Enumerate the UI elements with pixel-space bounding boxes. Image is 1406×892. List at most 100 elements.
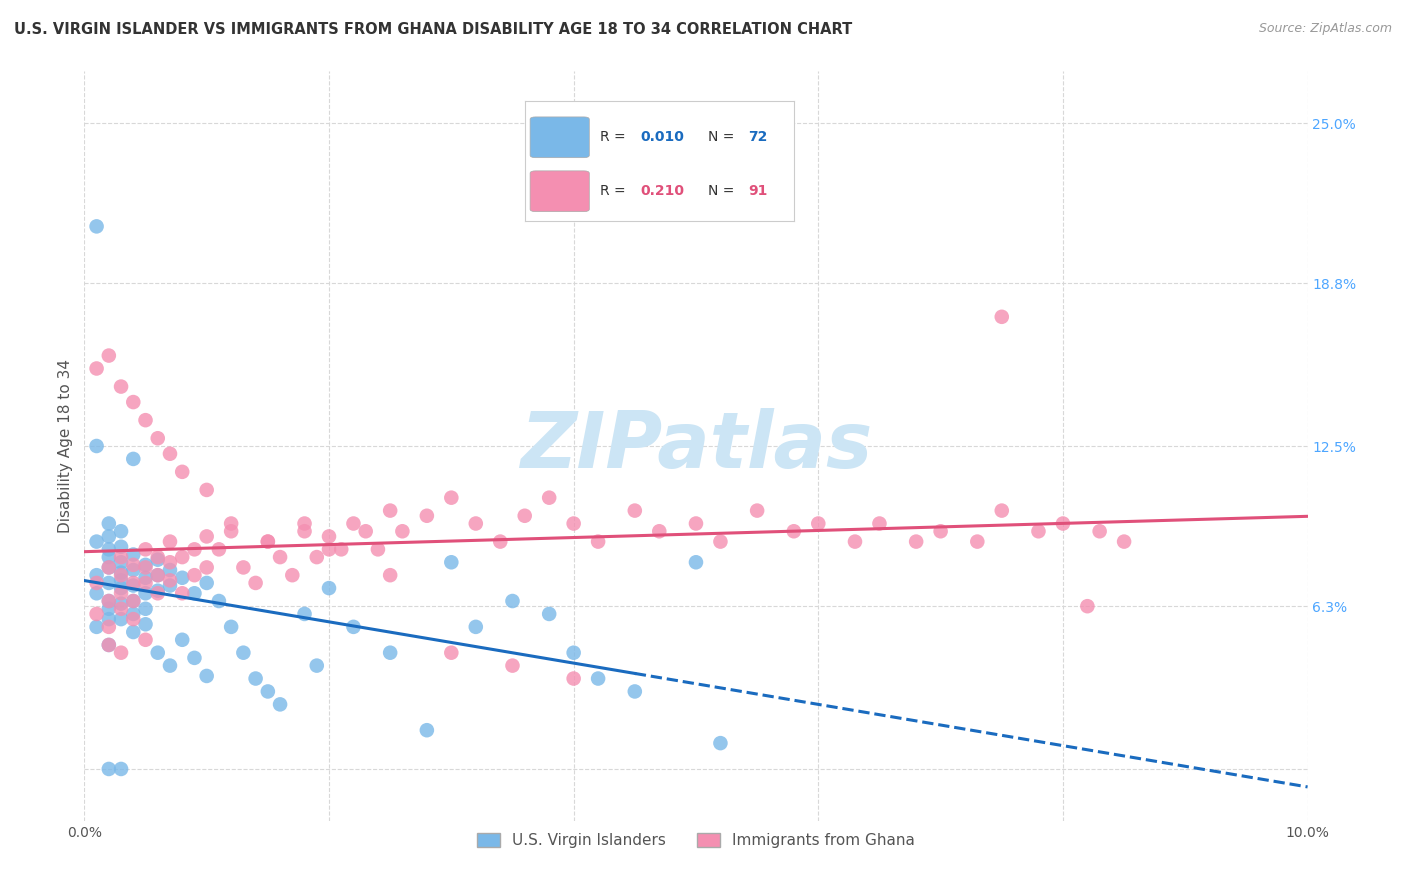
Point: [991, 503, 1014, 517]
Point: [86, 586, 108, 600]
Point: [86, 620, 108, 634]
Point: [110, 646, 132, 660]
Point: [135, 601, 157, 615]
Point: [905, 534, 928, 549]
Point: [709, 534, 731, 549]
Point: [159, 574, 181, 588]
Text: ZIPatlas: ZIPatlas: [520, 408, 872, 484]
Point: [416, 508, 439, 523]
Point: [122, 594, 145, 608]
Point: [354, 524, 377, 539]
Point: [97, 612, 120, 626]
Point: [110, 550, 132, 565]
Point: [318, 542, 340, 557]
Point: [219, 516, 242, 531]
Point: [391, 524, 413, 539]
Point: [172, 586, 194, 600]
Point: [135, 576, 157, 591]
Point: [110, 540, 132, 554]
Point: [122, 558, 145, 572]
Point: [110, 566, 132, 580]
Point: [122, 548, 145, 562]
Point: [183, 542, 205, 557]
Point: [844, 534, 866, 549]
Point: [380, 503, 402, 517]
Point: [685, 555, 707, 569]
Point: [586, 534, 609, 549]
Point: [97, 529, 120, 543]
Point: [380, 646, 402, 660]
Point: [122, 395, 145, 409]
Point: [464, 620, 486, 634]
Point: [110, 574, 132, 588]
Point: [624, 684, 647, 698]
Point: [110, 555, 132, 569]
Point: [159, 658, 181, 673]
Point: [135, 413, 157, 427]
Point: [110, 597, 132, 611]
Point: [502, 594, 524, 608]
Point: [219, 620, 242, 634]
Point: [257, 534, 280, 549]
Point: [86, 439, 108, 453]
Point: [269, 698, 291, 712]
Point: [183, 586, 205, 600]
Point: [97, 620, 120, 634]
Point: [97, 550, 120, 565]
Point: [172, 465, 194, 479]
Point: [146, 586, 169, 600]
Point: [513, 508, 536, 523]
Point: [122, 625, 145, 640]
Point: [159, 578, 181, 592]
Point: [195, 669, 218, 683]
Point: [929, 524, 952, 539]
Point: [110, 581, 132, 595]
Point: [86, 219, 108, 234]
Point: [135, 558, 157, 572]
Text: U.S. VIRGIN ISLANDER VS IMMIGRANTS FROM GHANA DISABILITY AGE 18 TO 34 CORRELATIO: U.S. VIRGIN ISLANDER VS IMMIGRANTS FROM …: [14, 22, 852, 37]
Point: [245, 576, 267, 591]
Point: [97, 638, 120, 652]
Point: [159, 555, 181, 569]
Point: [318, 581, 340, 595]
Point: [110, 612, 132, 626]
Point: [110, 586, 132, 600]
Point: [294, 607, 316, 621]
Point: [305, 658, 328, 673]
Point: [294, 516, 316, 531]
Point: [122, 612, 145, 626]
Point: [122, 576, 145, 591]
Point: [183, 651, 205, 665]
Point: [269, 550, 291, 565]
Point: [342, 516, 364, 531]
Point: [380, 568, 402, 582]
Point: [257, 534, 280, 549]
Point: [807, 516, 830, 531]
Point: [172, 571, 194, 585]
Point: [97, 594, 120, 608]
Point: [342, 620, 364, 634]
Point: [232, 560, 254, 574]
Point: [648, 524, 671, 539]
Point: [86, 568, 108, 582]
Point: [219, 524, 242, 539]
Point: [110, 601, 132, 615]
Point: [685, 516, 707, 531]
Point: [489, 534, 512, 549]
Point: [1076, 599, 1098, 614]
Point: [146, 552, 169, 566]
Point: [195, 483, 218, 497]
Point: [195, 529, 218, 543]
Point: [97, 516, 120, 531]
Point: [97, 542, 120, 557]
Point: [97, 349, 120, 363]
Point: [110, 568, 132, 582]
Point: [122, 607, 145, 621]
Point: [709, 736, 731, 750]
Point: [257, 684, 280, 698]
Point: [172, 632, 194, 647]
Point: [110, 524, 132, 539]
Point: [97, 601, 120, 615]
Point: [991, 310, 1014, 324]
Point: [135, 560, 157, 574]
